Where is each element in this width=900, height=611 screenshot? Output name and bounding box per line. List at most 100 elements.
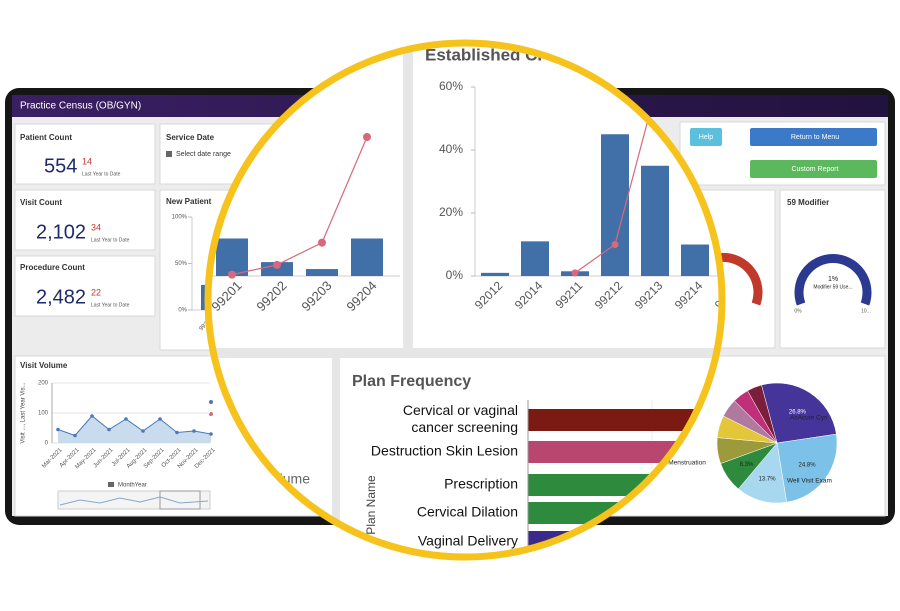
y-tick-label: 0: [45, 441, 49, 447]
legend-symbol: [209, 400, 213, 404]
kpi-change: 22: [91, 287, 101, 297]
kpi-change: 14: [82, 156, 92, 166]
y-tick-label: Vaginal Delivery: [418, 533, 518, 549]
line-point: [209, 432, 213, 436]
magnifier-ring: [204, 39, 726, 561]
category-label: gular Menstruation: [652, 460, 706, 467]
range-selector[interactable]: [57, 490, 211, 510]
line-point: [192, 429, 196, 433]
y-tick-label: Destruction Skin Lesion: [371, 443, 518, 459]
line-series: [57, 415, 212, 437]
kpi-label: Patient Count: [20, 133, 72, 142]
value-label: 24.8%: [799, 463, 817, 469]
bar: [481, 272, 509, 276]
y-tick-label: Cervical Dilation: [417, 504, 518, 520]
kpi-label: Procedure Count: [20, 263, 85, 272]
bar: [351, 238, 383, 276]
y-axis-title: Visit ..., Last Year Vis...: [21, 382, 27, 443]
line-point: [90, 414, 94, 418]
line-point: [175, 430, 179, 435]
pie-slice: [776, 433, 838, 503]
pie-slice: [738, 442, 787, 504]
gauge-label: Modifier 59 Use...: [813, 284, 852, 290]
y-tick-label: 200: [38, 381, 49, 387]
gauge-arc: [794, 254, 872, 306]
line-point: [611, 241, 619, 248]
gauge-title: 59 Modifier: [787, 198, 829, 207]
category-label: Well Visit Exam: [787, 478, 832, 485]
bar: [528, 409, 722, 431]
report-label[interactable]: Custom Report: [791, 166, 838, 173]
help-label[interactable]: Help: [699, 134, 714, 141]
gauge-min: 0%: [794, 308, 802, 314]
line-point: [318, 238, 326, 247]
bar: [521, 241, 549, 276]
chart-title: Plan Frequency: [352, 373, 471, 390]
line-point: [73, 433, 77, 438]
x-axis-title: MonthYear: [118, 483, 147, 489]
line-point: [363, 133, 371, 141]
kpi-value: 2,482: [36, 286, 86, 308]
y-tick-label: 100%: [172, 215, 188, 221]
help-button[interactable]: [690, 128, 722, 146]
y-tick-label: 60%: [439, 79, 463, 93]
report-button[interactable]: [750, 160, 877, 178]
range-preview: [59, 496, 209, 506]
value-label: 26.8%: [789, 409, 807, 415]
line-point: [228, 270, 236, 279]
bar: [641, 165, 669, 276]
gauge-card: [779, 189, 886, 349]
value-label: 13.7%: [759, 476, 777, 482]
line-point: [56, 427, 60, 432]
area: [58, 416, 211, 443]
kpi-note: Last Year to Date: [91, 302, 130, 308]
range-window[interactable]: [159, 490, 201, 510]
service-date-label: Service Date: [166, 133, 215, 142]
calendar-icon: [166, 151, 172, 157]
line-point: [124, 417, 128, 421]
bar: [681, 244, 709, 276]
kpi-card: [14, 189, 156, 251]
kpi-note: Last Year to Date: [91, 237, 130, 243]
y-tick-label: Cervical or vaginal: [403, 402, 518, 418]
kpi-change: 34: [91, 222, 101, 232]
kpi-label: Visit Count: [20, 198, 62, 207]
header-title: Practice Census (OB/GYN): [20, 101, 141, 112]
line-point: [107, 427, 111, 432]
kpi-note: Last Year to Date: [82, 171, 121, 177]
kpi-value: 554: [44, 155, 77, 177]
y-tick-label: 50%: [175, 261, 188, 267]
line-point: [141, 429, 145, 433]
line-series: [231, 136, 368, 276]
y-tick-label: 20%: [439, 205, 463, 219]
line-point: [273, 260, 281, 269]
gauge-value: 1%: [828, 276, 838, 283]
pie-slice: [747, 384, 778, 444]
y-tick-label: Prescription: [444, 476, 518, 492]
date-picker[interactable]: Select date range: [176, 151, 231, 158]
line-point: [571, 269, 579, 277]
category-label: AcAcute Cys: [790, 415, 828, 422]
y-tick-label: 0%: [178, 308, 187, 314]
bar: [261, 262, 293, 276]
y-tick-label: 0%: [446, 268, 464, 282]
bar: [306, 269, 338, 276]
value-label: 8.3%: [740, 462, 754, 468]
pie-slice: [761, 382, 837, 444]
card-title: Visit Volume: [20, 361, 68, 370]
y-tick-label: 40%: [439, 142, 463, 156]
menu-label[interactable]: Return to Menu: [791, 134, 839, 141]
gauge-max: 10...: [861, 308, 871, 314]
menu-button[interactable]: [750, 128, 877, 146]
card-title: New Patient: [166, 197, 212, 206]
kpi-card: [14, 255, 156, 317]
bar: [216, 238, 248, 276]
line-point: [158, 417, 162, 421]
y-tick-label: cancer screening: [411, 419, 518, 435]
kpi-value: 2,102: [36, 221, 86, 243]
bar: [601, 134, 629, 276]
dimension-icon: [108, 482, 114, 487]
y-tick-label: 100: [38, 411, 49, 417]
y-axis-title: Plan Name: [364, 475, 378, 535]
